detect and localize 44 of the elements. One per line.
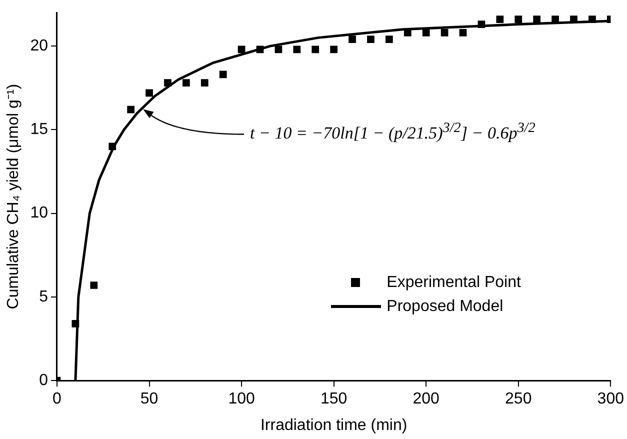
point — [200, 79, 208, 87]
point — [108, 142, 116, 150]
x-tick-label: 200 — [412, 390, 440, 408]
point — [293, 46, 301, 54]
x-tick-label: 0 — [52, 390, 62, 408]
point — [533, 16, 541, 23]
point — [90, 282, 98, 289]
point — [219, 70, 227, 78]
point — [274, 46, 282, 54]
point — [440, 28, 448, 36]
y-tick-label: 10 — [30, 204, 48, 222]
y-tick-label: 5 — [39, 288, 48, 306]
y-tick-label: 0 — [39, 372, 48, 390]
point — [312, 46, 320, 54]
point — [256, 46, 264, 54]
point — [514, 16, 522, 23]
point — [238, 46, 246, 54]
point — [478, 20, 486, 28]
legend-label: Experimental Point — [386, 274, 521, 292]
annotation: t − 10 = −70ln[1 − (p/21.5)$^{3/2}$] − 0.6p$^{3/2}$ — [250, 120, 536, 144]
y-tick-label: 20 — [30, 37, 48, 54]
y-tick-label: 15 — [30, 121, 48, 138]
point — [459, 28, 467, 36]
x-tick-label: 300 — [597, 390, 624, 408]
x-axis-title: Irradiation time (min) — [260, 416, 408, 434]
point — [164, 79, 172, 87]
point — [182, 79, 190, 87]
y-axis-title: Cumulative CH₄ yield (μmol g⁻¹) — [5, 84, 22, 310]
point — [330, 46, 338, 54]
point — [146, 89, 153, 97]
legend-label: Proposed Model — [386, 298, 504, 316]
point — [422, 28, 430, 36]
x-tick-label: 100 — [228, 390, 255, 408]
x-tick-label: 250 — [505, 390, 532, 408]
point — [127, 106, 134, 114]
x-tick-label: 50 — [140, 390, 158, 408]
point — [72, 320, 80, 328]
point — [367, 36, 374, 44]
point — [588, 16, 596, 23]
point — [496, 16, 504, 23]
point — [386, 36, 393, 44]
point — [552, 16, 559, 23]
x-tick-label: 150 — [320, 390, 348, 408]
point — [348, 36, 356, 44]
